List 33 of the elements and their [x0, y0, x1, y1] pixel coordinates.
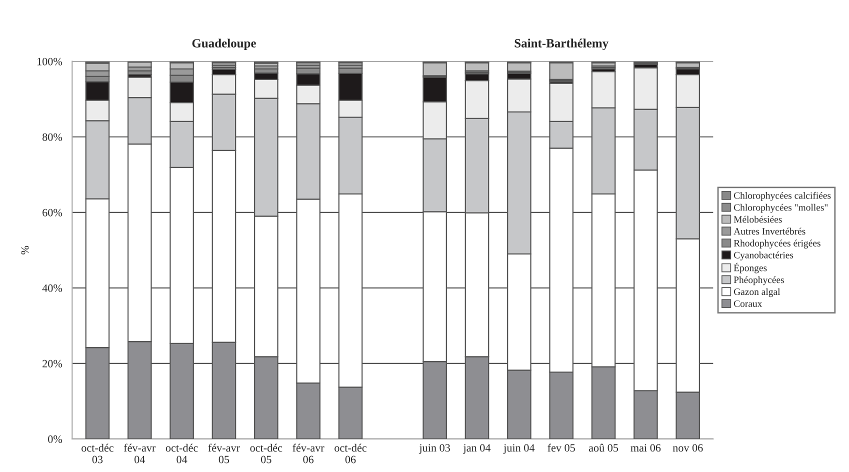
x-tick-label: fév-avr 06: [292, 444, 324, 464]
y-tick-label: 40%: [42, 284, 62, 292]
text: Guadeloupe: [192, 38, 256, 50]
x-tick-label: fev 05: [548, 444, 575, 452]
legend-label: Gazon algal: [734, 288, 780, 298]
x-tick-label: nov 06: [672, 444, 703, 452]
legend-label: Éponges: [734, 262, 767, 274]
x-tick-label: juin 04: [503, 444, 535, 454]
x-tick-label: fév-avr 04: [124, 444, 156, 464]
x-tick-label: aoû 05: [588, 444, 618, 452]
legend-label: Chlorophycées "molles": [734, 204, 828, 213]
legend-label: Rhodophycées érigées: [734, 240, 820, 248]
y-tick-label: 0%: [48, 435, 62, 443]
y-tick-label: 20%: [42, 360, 62, 368]
x-tick-label: oct-déc 05: [250, 444, 282, 464]
x-tick-label: jan 04: [462, 444, 491, 454]
text: Saint-Barthélemy: [514, 38, 608, 50]
x-tick-label: mai 06: [630, 444, 661, 452]
legend-label: Phéophycées: [734, 276, 784, 286]
x-tick-label: oct-déc 04: [166, 444, 198, 464]
x-tick-label: juin 03: [418, 444, 450, 454]
y-axis-title: %: [21, 246, 29, 254]
legend-label: Coraux: [734, 300, 762, 307]
legend-label: Mélobésiées: [734, 216, 782, 223]
y-tick-label: 80%: [42, 133, 62, 141]
legend-label: Cyanobactéries: [734, 252, 794, 260]
y-tick-label: 100%: [38, 58, 62, 66]
legend-label: Chlorophycées calcifiées: [734, 192, 831, 201]
x-tick-label: oct-déc 03: [82, 444, 114, 464]
x-tick-label: oct-déc 06: [334, 444, 366, 464]
y-tick-label: 60%: [42, 208, 62, 216]
legend-label: Autres Invertébrés: [734, 228, 806, 235]
x-tick-label: fév-avr 05: [208, 444, 240, 464]
